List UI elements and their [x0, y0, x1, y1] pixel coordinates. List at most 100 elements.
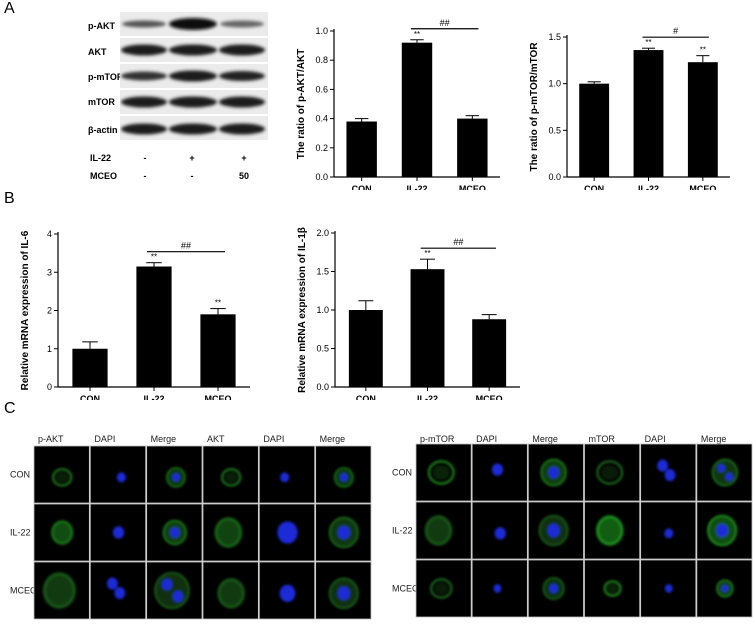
cell-signal: [217, 577, 246, 609]
microscopy-channel-header: DAPI: [263, 434, 284, 444]
y-tick-label: 2: [47, 306, 52, 316]
y-axis-label: The ratio of p-AKT/AKT: [296, 49, 307, 160]
bracket-label: ##: [453, 237, 463, 247]
x-tick-label: IL-22: [417, 394, 438, 400]
wb-label-mtor: mTOR: [88, 97, 115, 107]
x-tick-label: IL-22: [143, 394, 164, 400]
cell-signal: [112, 526, 125, 539]
bar: [457, 118, 488, 177]
cell-signal: [424, 515, 453, 546]
bar: [348, 310, 383, 387]
y-tick-label: 1.0: [316, 305, 329, 315]
bar: [401, 42, 433, 178]
y-tick-label: 0.4: [315, 114, 328, 124]
band: [121, 44, 167, 56]
cell-signal: [595, 515, 624, 546]
y-axis-label: Relative mRNA expression of IL-1β: [297, 227, 308, 393]
cell-signal: [540, 458, 567, 487]
microscopy-row-label: CON: [10, 470, 30, 480]
y-tick-label: 2.0: [316, 228, 329, 238]
significance-label: **: [424, 249, 430, 258]
microscopy-channel-header: Merge: [151, 434, 177, 444]
wb-label-p-akt: p-AKT: [88, 21, 115, 31]
x-tick-label: CON: [352, 184, 372, 190]
bar: [72, 348, 108, 387]
cell-signal: [279, 584, 296, 603]
cell-signal: [280, 472, 290, 483]
bracket-label: ##: [440, 18, 450, 28]
band: [122, 20, 166, 28]
cell-signal: [42, 571, 77, 610]
treatment-value: -: [143, 171, 147, 181]
significance-label: **: [414, 30, 420, 39]
bar: [579, 83, 610, 177]
cell-signal: [277, 521, 298, 544]
y-tick-label: 4: [47, 229, 52, 239]
cell-signal: [538, 514, 569, 547]
cell-signal: [221, 468, 242, 487]
y-tick-label: 0.0: [548, 172, 561, 182]
significance-label: **: [215, 299, 221, 308]
bracket-label: #: [673, 26, 678, 36]
y-tick-label: 0.0: [315, 172, 328, 182]
microscopy-row-label: CON: [392, 468, 412, 478]
y-tick-label: 0.5: [316, 344, 329, 354]
y-tick-label: 1.5: [316, 267, 329, 277]
chart-p-akt-ratio: 0.0 0.2 0.4 0.6 0.8 1.0 The ratio of p-AKT/AKT…: [296, 18, 500, 190]
bar: [687, 62, 718, 178]
blot-bands: [120, 12, 268, 140]
x-tick-label: CON: [584, 184, 604, 190]
microscopy-panel-left: p-AKT DAPI Merge AKT DAPI Merge CON IL-22 MCEO: [0, 430, 372, 620]
treatment-label-il22: IL-22: [90, 153, 112, 163]
wb-label-p-mtor: p-mTOR: [88, 72, 124, 82]
cell-signal: [707, 514, 737, 547]
band: [121, 96, 167, 108]
bar: [346, 121, 377, 177]
chart-il1b-mrna: 0.0 0.5 1.0 1.5 2.0 Relative mRNA expression …: [297, 227, 520, 400]
y-tick-label: 0.2: [315, 143, 328, 153]
panel-letter-b: B: [4, 190, 15, 207]
microscopy-row-label: IL-22: [392, 526, 413, 536]
significance-label: **: [645, 38, 651, 47]
y-tick-label: 0.6: [315, 84, 328, 94]
cell-signal: [603, 580, 622, 597]
cell-signal: [716, 579, 734, 598]
chart-il6-mrna: 0 1 2 3 4 Relative mRNA expression of IL-6 CON…: [20, 229, 250, 400]
microscopy-grid: p-AKT DAPI Merge AKT DAPI Merge CON IL-22 MCEO: [10, 434, 372, 620]
microscopy-row-label: MCEO: [10, 586, 37, 596]
band: [219, 44, 265, 56]
microscopy-row-label: IL-22: [10, 528, 31, 538]
cell-signal: [166, 467, 186, 488]
band: [220, 20, 264, 28]
cell-signal: [52, 468, 73, 487]
microscopy-channel-header: Merge: [701, 434, 727, 444]
cell-signal: [328, 516, 359, 549]
treatment-value: +: [189, 153, 195, 163]
treatment-label-mceo: MCEO: [90, 171, 117, 181]
treatment-value: -: [143, 153, 147, 163]
microscopy-channel-header: DAPI: [94, 434, 115, 444]
microscopy-channel-header: Merge: [320, 434, 346, 444]
microscopy-channel-header: mTOR: [589, 434, 616, 444]
cell-signal: [596, 460, 624, 485]
x-tick-label: IL-22: [638, 184, 659, 190]
cell-signal: [430, 578, 453, 599]
cell-signal: [711, 458, 739, 487]
cell-signal: [494, 527, 506, 540]
cell-signal: [50, 520, 74, 545]
bar: [136, 266, 172, 387]
cell-signal: [162, 519, 187, 546]
y-tick-label: 0.8: [315, 55, 328, 65]
wb-label-beta-actin: β-actin: [88, 125, 118, 135]
band: [219, 96, 265, 108]
y-tick-label: 1.0: [315, 26, 328, 36]
band: [219, 71, 265, 81]
panel-letter-a: A: [4, 0, 15, 17]
cell-signal: [154, 571, 190, 610]
chart-p-mtor-ratio: 0.0 0.5 1.0 1.5 The ratio of p-mTOR/mTOR CON I…: [529, 26, 730, 190]
y-tick-label: 0.5: [548, 125, 561, 135]
treatment-value: 50: [238, 171, 249, 181]
band: [169, 70, 217, 82]
y-tick-label: 3: [47, 267, 52, 277]
cell-signal: [657, 459, 676, 482]
